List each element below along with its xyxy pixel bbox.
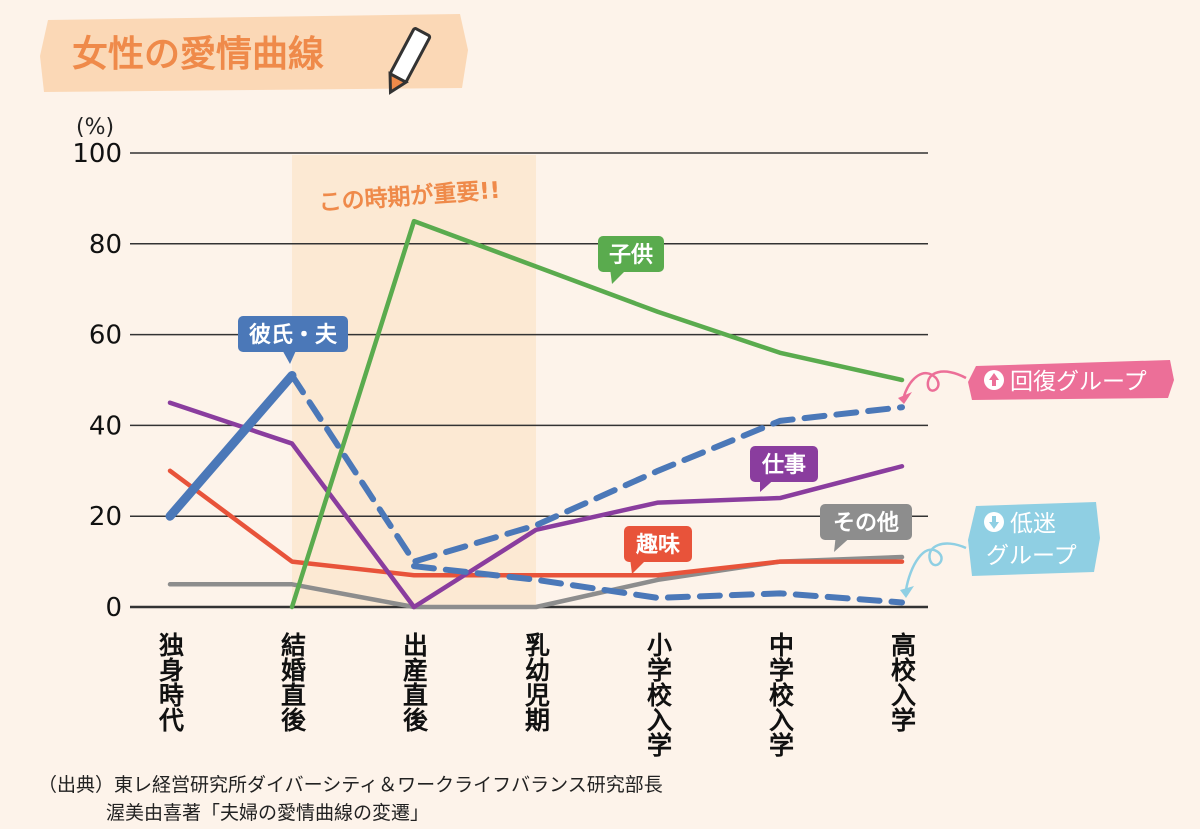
slump-group-text-1: 低迷 [1010, 511, 1056, 537]
source-credit-line1: （出典）東レ経営研究所ダイバーシティ＆ワークライフバランス研究部長 [38, 774, 663, 796]
label-husband-text: 彼氏・夫 [249, 322, 338, 348]
label-hobby-text: 趣味 [635, 532, 680, 558]
y-tick-60: 60 [89, 321, 122, 351]
label-kids-text: 子供 [609, 242, 653, 268]
series-line-2-0 [289, 372, 905, 565]
recovery-group-text: 回復グループ [1010, 369, 1147, 395]
x-tick-3: 乳幼児期 [522, 631, 551, 733]
label-husband: 彼氏・夫 [238, 316, 348, 364]
slump-group-text-2: グループ [986, 543, 1077, 569]
y-unit-label: (%) [76, 115, 114, 140]
highlight-band [292, 155, 536, 607]
recovery-group-tag: 回復グループ [898, 360, 1174, 404]
label-kids: 子供 [598, 236, 664, 284]
recovery-pointer [902, 370, 967, 397]
series-group [165, 218, 905, 610]
label-hobby: 趣味 [624, 526, 692, 574]
y-tick-100: 100 [72, 139, 122, 169]
x-tick-2: 出産直後 [400, 632, 429, 733]
x-tick-6: 高校入学 [888, 631, 917, 732]
slump-group-tag: 低迷 グループ [900, 502, 1100, 598]
label-other-text: その他 [833, 511, 899, 536]
series-line-1-0 [165, 370, 297, 521]
x-tick-0: 独身時代 [156, 632, 186, 732]
series-line-4-0 [167, 400, 905, 610]
arrow-down-circle-icon [984, 512, 1004, 532]
series-line-3-0 [411, 563, 905, 606]
title-banner: 女性の愛情曲線 [40, 14, 468, 95]
y-tick-80: 80 [89, 230, 122, 260]
y-tick-40: 40 [89, 411, 122, 441]
x-tick-4: 小学校入学 [644, 632, 673, 757]
x-axis: 独身時代 結婚直後 出産直後 乳幼児期 小学校入学 中学校入学 高校入学 [156, 631, 917, 757]
label-work-text: 仕事 [761, 452, 806, 478]
series-line-5-0 [167, 468, 905, 578]
arrow-up-circle-icon [984, 370, 1004, 390]
pencil-icon [388, 27, 432, 95]
x-tick-5: 中学校入学 [766, 632, 795, 757]
source-credit-line2: 渥美由喜著「夫婦の愛情曲線の変遷」 [106, 802, 430, 824]
label-work: 仕事 [750, 446, 818, 492]
chart-title: 女性の愛情曲線 [72, 34, 324, 75]
x-tick-1: 結婚直後 [278, 631, 307, 733]
y-tick-0: 0 [105, 593, 122, 623]
series-line-0-0 [289, 218, 905, 610]
y-tick-20: 20 [89, 502, 122, 532]
label-other: その他 [820, 504, 912, 552]
slump-pointer [904, 542, 967, 591]
y-axis: 0 20 40 60 80 100 [72, 139, 122, 623]
